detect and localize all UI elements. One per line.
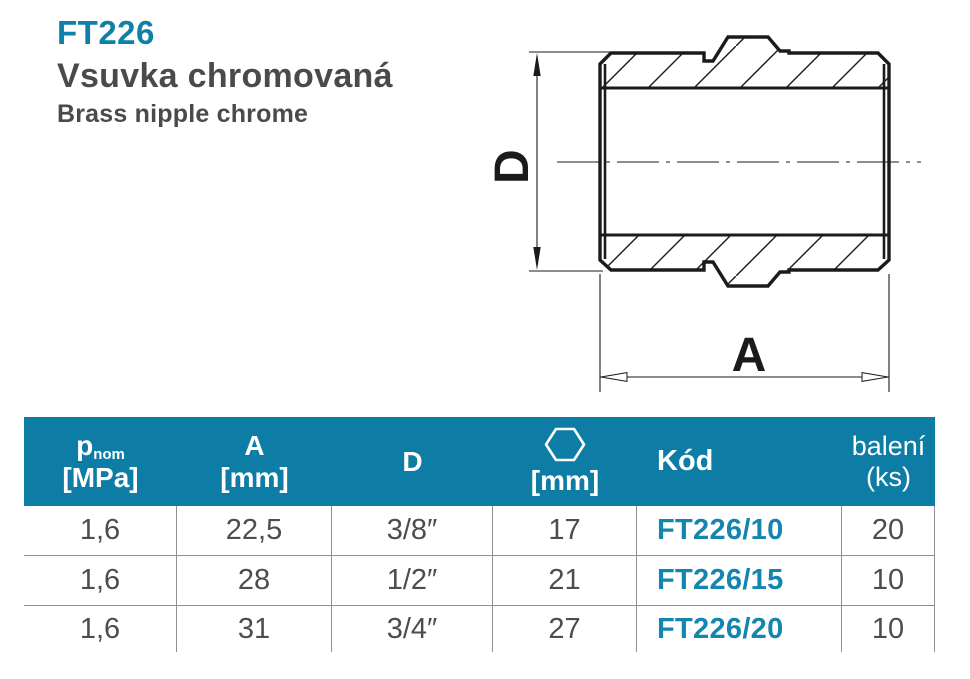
header-cell-d: D: [402, 445, 423, 477]
cell-code: FT226/20: [637, 606, 842, 652]
cell-a: 28: [177, 556, 332, 606]
hatch-top-band: [600, 37, 889, 88]
table-header-row: pnom [MPa] A [mm] D [mm] Kód balení (: [24, 417, 935, 506]
hatch-bottom-band: [600, 235, 889, 286]
cell-d: 3/8″: [332, 506, 493, 556]
cell-pnom: 1,6: [24, 556, 177, 606]
cell-d: 3/4″: [332, 606, 493, 652]
dimension-d: [529, 51, 614, 272]
cell-a: 31: [177, 606, 332, 652]
table-row: 1,6 28 1/2″ 21 FT226/15 10: [24, 556, 935, 606]
header-cell-kod: Kód: [657, 445, 714, 478]
cell-pack: 10: [842, 606, 935, 652]
dim-label-a: A: [732, 329, 767, 382]
cell-pnom: 1,6: [24, 506, 177, 556]
cell-hex: 21: [493, 556, 637, 606]
cell-hex: 17: [493, 506, 637, 556]
table-row: 1,6 22,5 3/8″ 17 FT226/10 20: [24, 506, 935, 556]
cell-code: FT226/10: [637, 506, 842, 556]
technical-drawing: D A: [486, 35, 921, 392]
cell-code: FT226/15: [637, 556, 842, 606]
dimension-a: [599, 274, 890, 392]
product-name-en: Brass nipple chrome: [57, 100, 309, 129]
product-code: FT226: [57, 14, 155, 51]
dim-label-d: D: [486, 149, 539, 184]
spec-table: pnom [MPa] A [mm] D [mm] Kód balení (: [24, 417, 935, 652]
title-block: FT226 Vsuvka chromovaná Brass nipple chr…: [57, 14, 393, 129]
header-cell-hex: [mm]: [493, 417, 637, 506]
hex-size-icon: [544, 428, 586, 462]
table-body: 1,6 22,5 3/8″ 17 FT226/10 20 1,6 28 1/2″…: [24, 506, 935, 652]
header-cell-baleni: balení (ks): [851, 431, 926, 492]
header-cell-pnom: pnom [MPa]: [62, 430, 139, 493]
cell-hex: 27: [493, 606, 637, 652]
cell-a: 22,5: [177, 506, 332, 556]
cell-pack: 10: [842, 556, 935, 606]
table-row: 1,6 31 3/4″ 27 FT226/20 10: [24, 606, 935, 652]
header-cell-a: A [mm]: [220, 430, 289, 493]
nipple-body-outline: [598, 35, 891, 288]
cell-pnom: 1,6: [24, 606, 177, 652]
cell-pack: 20: [842, 506, 935, 556]
cell-d: 1/2″: [332, 556, 493, 606]
product-name-cs: Vsuvka chromovaná: [57, 56, 393, 95]
